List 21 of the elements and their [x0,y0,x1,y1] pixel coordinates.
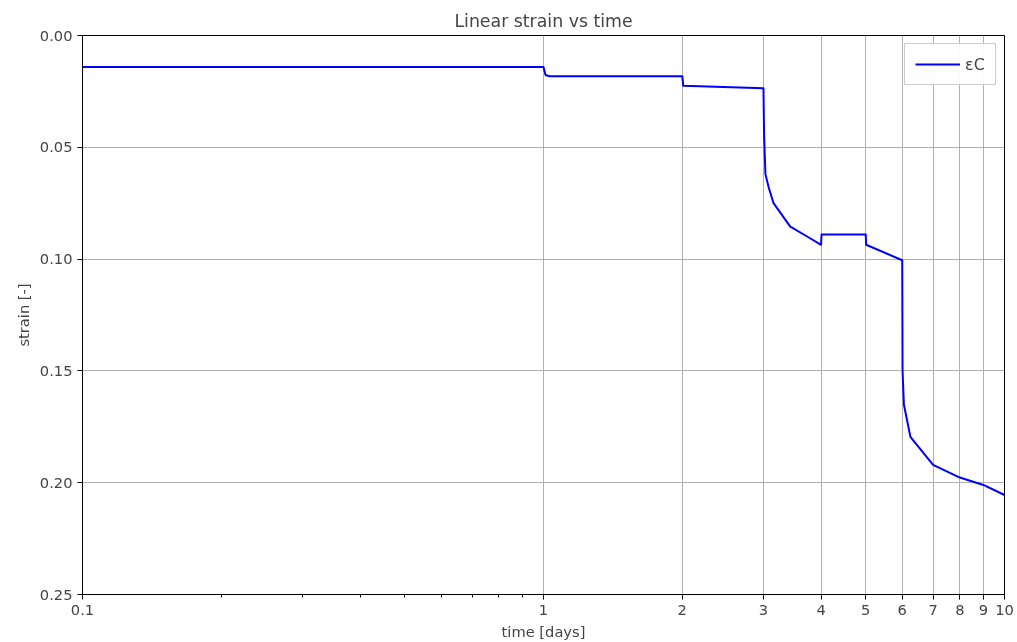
y-tick-label: 0.15 [39,361,73,379]
y-tick-label: 0.25 [39,585,73,603]
y-tick-label: 0.20 [39,473,73,491]
y-tick-label: 0.00 [39,26,73,44]
x-tick-label: 2 [677,600,687,618]
x-tick-label: 1 [538,600,549,618]
chart-title: Linear strain vs time [454,10,633,31]
x-tick-label: 0.1 [70,600,95,618]
x-tick-label: 10 [995,600,1014,618]
y-tick-label: 0.05 [39,138,73,156]
y-axis-title: strain [-] [14,283,32,347]
x-tick-label: 3 [758,600,769,618]
x-tick-label: 7 [928,600,938,618]
x-tick-label: 4 [816,600,826,618]
y-tick-label: 0.10 [39,250,73,268]
x-tick-label: 5 [861,600,871,618]
x-tick-label: 6 [897,600,907,618]
legend-label: εC [965,54,985,74]
x-tick-label: 8 [955,600,965,618]
x-tick-label: 9 [978,600,989,618]
x-axis-title: time [days] [501,622,586,640]
